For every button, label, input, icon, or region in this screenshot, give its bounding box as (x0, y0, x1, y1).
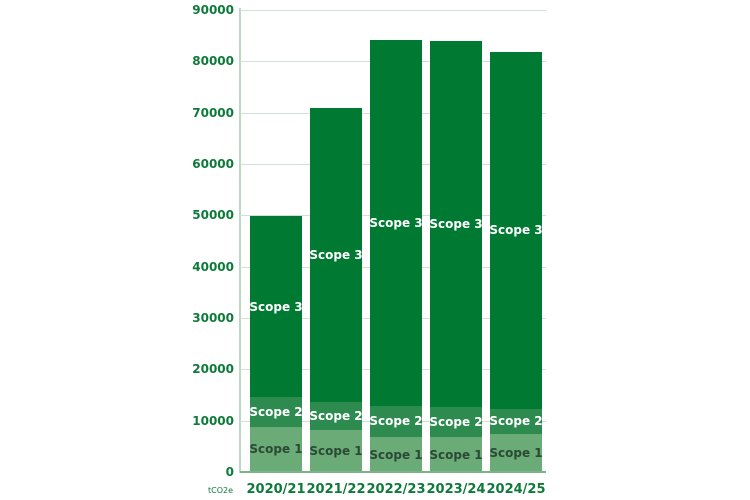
segment-label: Scope 1 (369, 447, 423, 462)
bar-2022-23: Scope 1 Scope 2 Scope 3 (369, 0, 423, 500)
bar-2023-24: Scope 1 Scope 2 Scope 3 (429, 0, 483, 500)
x-tick-label: 2024/25 (486, 482, 546, 497)
segment-scope-2: Scope 2 (249, 397, 303, 427)
segment-label: Scope 2 (429, 414, 483, 429)
y-tick-label: 40000 (192, 260, 234, 274)
segment-scope-1: Scope 1 (249, 426, 303, 472)
x-tick-label: 2023/24 (426, 482, 486, 497)
bar-2020-21: Scope 1 Scope 2 Scope 3 (249, 0, 303, 500)
segment-scope-3: Scope 3 (429, 41, 483, 407)
y-tick-label: 0 (225, 465, 234, 479)
segment-scope-1: Scope 1 (309, 429, 363, 472)
y-tick-label: 30000 (192, 311, 234, 325)
segment-scope-2: Scope 2 (489, 408, 543, 434)
segment-label: Scope 2 (369, 414, 423, 429)
bar-2021-22: Scope 1 Scope 2 Scope 3 (309, 0, 363, 500)
segment-label: Scope 1 (249, 442, 303, 457)
segment-scope-3: Scope 3 (369, 39, 423, 406)
segment-scope-1: Scope 1 (429, 437, 483, 472)
y-tick-label: 70000 (192, 106, 234, 120)
segment-label: Scope 1 (489, 445, 543, 460)
y-tick-label: 80000 (192, 54, 234, 68)
unit-label: tCO2e (208, 486, 234, 495)
y-axis (239, 8, 241, 473)
segment-label: Scope 3 (249, 299, 303, 314)
bar-2024-25: Scope 1 Scope 2 Scope 3 (489, 0, 543, 500)
segment-scope-3: Scope 3 (309, 107, 363, 403)
x-tick-label: 2021/22 (306, 482, 366, 497)
segment-scope-2: Scope 2 (309, 402, 363, 430)
segment-label: Scope 2 (309, 409, 363, 424)
x-tick-label: 2020/21 (246, 482, 306, 497)
y-tick-label: 50000 (192, 208, 234, 222)
segment-scope-3: Scope 3 (489, 51, 543, 409)
x-axis (240, 471, 546, 473)
x-tick-label: 2022/23 (366, 482, 426, 497)
y-tick-label: 90000 (192, 3, 234, 17)
y-tick-label: 10000 (192, 414, 234, 428)
segment-scope-2: Scope 2 (369, 405, 423, 438)
segment-label: Scope 1 (309, 443, 363, 458)
segment-label: Scope 3 (309, 247, 363, 262)
gridline (240, 10, 546, 11)
segment-label: Scope 3 (369, 215, 423, 230)
segment-scope-3: Scope 3 (249, 216, 303, 398)
y-tick-label: 60000 (192, 157, 234, 171)
segment-label: Scope 1 (429, 447, 483, 462)
segment-label: Scope 3 (429, 217, 483, 232)
segment-label: Scope 2 (249, 404, 303, 419)
segment-scope-1: Scope 1 (489, 434, 543, 472)
y-tick-label: 20000 (192, 362, 234, 376)
segment-label: Scope 2 (489, 414, 543, 429)
segment-scope-2: Scope 2 (429, 406, 483, 438)
segment-scope-1: Scope 1 (369, 437, 423, 472)
segment-label: Scope 3 (489, 223, 543, 238)
